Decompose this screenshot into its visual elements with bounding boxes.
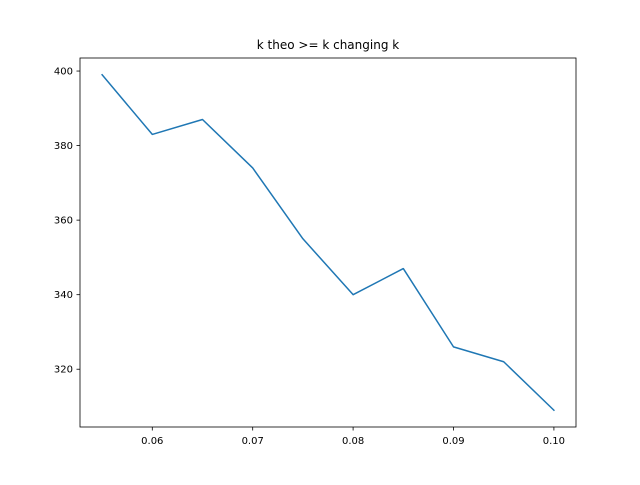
y-tick-label: 340	[54, 290, 73, 301]
y-tick-label: 360	[54, 216, 73, 227]
x-tick-label: 0.06	[141, 436, 163, 447]
chart-title: k theo >= k changing k	[257, 38, 399, 52]
x-tick-label: 0.07	[242, 436, 264, 447]
axes: 0.06 0.07 0.08 0.09 0.10 320 340 360 380 400	[54, 57, 577, 447]
x-tick-label: 0.08	[342, 436, 364, 447]
x-tick-label: 0.09	[442, 436, 464, 447]
y-tick-label: 400	[54, 67, 73, 78]
plot-area	[101, 73, 555, 412]
y-tick-label: 320	[54, 365, 73, 376]
axes-frame	[79, 57, 577, 428]
series-line-0	[101, 73, 555, 412]
x-tick-label: 0.10	[543, 436, 565, 447]
y-tick-label: 380	[54, 141, 73, 152]
